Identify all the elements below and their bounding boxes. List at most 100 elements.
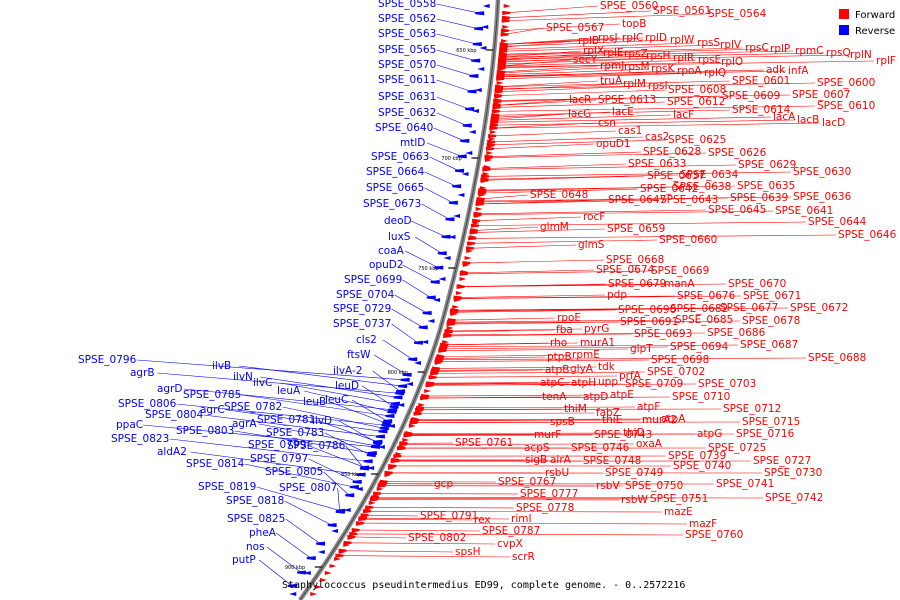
forward-gene-label: rplP (770, 43, 790, 55)
reverse-connector (436, 49, 476, 61)
forward-connector (487, 151, 642, 157)
forward-connector (428, 383, 697, 386)
genome-arc (298, 0, 501, 600)
reverse-gene-label: leuA (277, 385, 301, 397)
scale-tick-label: 900 kbp (285, 565, 305, 571)
reverse-gene-label: leuD (335, 380, 359, 392)
forward-gene-label: SPSE_0614 (732, 104, 791, 116)
forward-connector (470, 239, 658, 244)
reverse-connector (436, 79, 472, 92)
forward-connector (442, 344, 739, 348)
reverse-gene-label: SPSE_0823 (111, 433, 169, 445)
forward-connector (475, 216, 582, 221)
reverse-gene-label: ilvB (212, 360, 231, 372)
reverse-gene-glyph (390, 401, 400, 406)
forward-gene-glyph (501, 39, 509, 43)
reverse-connector (323, 471, 350, 496)
reverse-gene-glyph (388, 407, 398, 412)
forward-connector (450, 317, 556, 321)
forward-gene-glyph (503, 4, 511, 8)
forward-gene-label: SPSE_0682 (670, 303, 728, 315)
forward-gene-label: SPSE_0646 (838, 229, 897, 241)
forward-gene-glyph (403, 433, 412, 438)
forward-connector (438, 356, 546, 359)
forward-gene-glyph (434, 361, 442, 365)
reverse-gene-label: aldA2 (157, 446, 187, 458)
reverse-gene-glyph (475, 11, 485, 16)
forward-gene-glyph (497, 64, 506, 69)
reverse-gene-label: SPSE_0729 (333, 303, 391, 315)
forward-gene-label: SPSE_0608 (668, 84, 726, 96)
reverse-gene-label: SPSE_0805 (265, 466, 323, 478)
reverse-connector (315, 419, 378, 442)
forward-gene-glyph (502, 25, 510, 29)
reverse-gene-label: SPSE_0804 (145, 409, 204, 421)
forward-gene-glyph (384, 473, 392, 477)
forward-connector (492, 122, 597, 129)
reverse-gene-glyph (345, 493, 355, 498)
forward-gene-glyph (487, 144, 495, 148)
reverse-gene-glyph (378, 429, 388, 434)
forward-connector (447, 328, 583, 332)
reverse-gene-glyph (455, 168, 465, 173)
reverse-connector (259, 559, 293, 587)
forward-gene-label: SPSE_0659 (607, 223, 665, 235)
forward-gene-label: SPSE_0741 (716, 478, 774, 490)
forward-connector (361, 517, 510, 520)
forward-gene-glyph (488, 137, 496, 141)
scale-tick-label: 700 kbp (441, 156, 461, 162)
forward-connector (503, 27, 545, 35)
reverse-gene-glyph (398, 384, 408, 389)
forward-connector (474, 221, 807, 226)
reverse-connector (436, 112, 467, 126)
reverse-gene-label: luxS (388, 231, 411, 243)
reverse-gene-glyph (356, 472, 366, 477)
forward-gene-glyph (464, 256, 472, 260)
reverse-connector (436, 18, 479, 29)
chromosome-backbone-core (299, 0, 499, 600)
forward-connector (346, 542, 496, 545)
forward-connector (496, 95, 721, 102)
reverse-gene-glyph (352, 479, 362, 484)
reverse-connector (391, 323, 419, 344)
reverse-connector (324, 432, 371, 456)
reverse-connector (436, 96, 470, 110)
forward-connector (462, 270, 650, 275)
forward-gene-glyph (442, 340, 450, 344)
forward-gene-label: SPSE_0642 (640, 183, 698, 195)
forward-gene-label: SPSE_0777 (520, 488, 578, 500)
forward-gene-label: atpH (571, 377, 596, 389)
forward-gene-glyph (502, 18, 510, 22)
forward-gene-glyph (398, 445, 406, 449)
reverse-connector (337, 487, 340, 512)
reverse-connector (427, 142, 462, 157)
forward-gene-label: SPSE_0637 (647, 170, 705, 182)
forward-gene-glyph (492, 109, 500, 113)
forward-gene-glyph (450, 312, 458, 316)
forward-gene-label: rpoA (677, 65, 702, 77)
reverse-gene-label: SPSE_0563 (378, 28, 436, 40)
forward-gene-label: alrA (550, 454, 572, 466)
forward-gene-label: SPSE_0660 (659, 234, 717, 246)
forward-gene-label: rpoE (557, 312, 581, 324)
reverse-gene-label: SPSE_0664 (366, 166, 425, 178)
forward-gene-glyph (446, 326, 454, 330)
forward-connector (493, 114, 672, 121)
forward-connector (501, 47, 744, 55)
forward-gene-label: scrR (512, 551, 535, 563)
forward-connector (419, 406, 636, 409)
reverse-gene-glyph (471, 58, 481, 63)
reverse-gene-glyph (343, 508, 351, 512)
forward-gene-label: rplN (850, 49, 872, 61)
forward-gene-label: SPSE_0694 (670, 341, 729, 353)
forward-gene-label: SPSE_0641 (775, 205, 833, 217)
legend-forward-label: Forward (855, 10, 895, 21)
reverse-gene-glyph (422, 310, 432, 315)
reverse-gene-label: SPSE_0673 (363, 198, 421, 210)
forward-gene-label: SPSE_0668 (606, 254, 664, 266)
forward-gene-label: rpmC (795, 45, 824, 57)
forward-connector (413, 419, 641, 421)
forward-gene-glyph (395, 452, 403, 456)
forward-gene-label: SPSE_0698 (651, 354, 709, 366)
forward-gene-label: SPSE_0674 (596, 264, 655, 276)
